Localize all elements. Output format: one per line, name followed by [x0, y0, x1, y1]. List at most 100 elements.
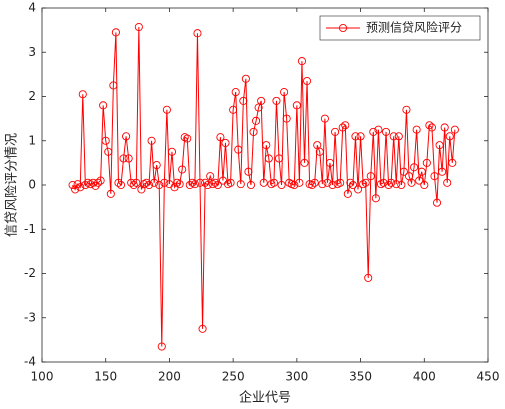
- y-tick-label: 3: [28, 45, 36, 59]
- point-marker: [249, 127, 258, 136]
- y-tick-label: -4: [24, 355, 36, 369]
- point-marker: [412, 125, 421, 134]
- point-marker: [290, 180, 299, 190]
- point-marker: [99, 101, 108, 110]
- point-marker: [211, 178, 220, 187]
- point-marker: [371, 194, 380, 203]
- point-marker: [244, 167, 253, 176]
- point-marker: [193, 29, 202, 38]
- y-tick-label: 2: [28, 89, 36, 103]
- point-marker: [96, 176, 105, 185]
- point-marker: [292, 101, 301, 110]
- point-marker: [236, 180, 245, 189]
- point-marker: [397, 180, 406, 190]
- point-marker: [152, 161, 161, 170]
- point-marker: [280, 88, 289, 97]
- point-marker: [76, 183, 85, 192]
- point-marker: [353, 185, 363, 194]
- point-marker: [348, 180, 357, 190]
- y-tick-label: 0: [28, 178, 36, 192]
- point-marker: [318, 180, 327, 189]
- legend-marker: [338, 23, 348, 33]
- point-marker: [106, 189, 115, 198]
- y-tick-label: 4: [28, 1, 36, 15]
- point-marker: [252, 116, 261, 125]
- point-marker: [308, 180, 317, 190]
- plot-frame: [41, 7, 489, 363]
- point-marker: [445, 132, 454, 141]
- point-marker: [364, 273, 373, 282]
- x-tick-label: 200: [158, 370, 181, 384]
- point-marker: [341, 121, 350, 130]
- point-marker: [203, 180, 212, 190]
- point-marker: [241, 74, 250, 83]
- point-marker: [274, 154, 284, 163]
- point-marker: [432, 198, 442, 207]
- point-marker: [216, 133, 225, 142]
- point-marker: [361, 178, 370, 187]
- point-marker: [315, 147, 324, 156]
- point-marker: [134, 22, 143, 32]
- point-marker: [369, 127, 378, 136]
- point-marker: [320, 114, 329, 123]
- point-marker: [201, 178, 210, 187]
- point-marker: [246, 180, 256, 190]
- point-marker: [417, 167, 426, 176]
- point-marker: [147, 136, 156, 145]
- point-marker: [448, 158, 457, 167]
- point-marker: [384, 180, 393, 190]
- point-marker: [402, 105, 411, 114]
- point-marker: [415, 176, 424, 185]
- point-marker: [387, 178, 396, 187]
- point-marker: [346, 178, 355, 187]
- point-marker: [78, 90, 87, 99]
- point-marker: [198, 324, 207, 333]
- point-marker: [351, 132, 360, 141]
- point-marker: [343, 189, 352, 198]
- point-marker: [101, 136, 110, 145]
- point-marker: [303, 76, 312, 86]
- point-marker: [392, 180, 401, 189]
- point-marker: [338, 123, 347, 132]
- point-marker: [394, 132, 403, 141]
- point-marker: [328, 180, 337, 190]
- point-marker: [427, 123, 436, 132]
- point-marker: [450, 125, 459, 134]
- y-axis-label: 信贷风险评分情况: [5, 133, 20, 237]
- point-marker: [440, 123, 449, 132]
- point-marker: [160, 178, 169, 187]
- point-marker: [239, 96, 248, 105]
- point-marker: [109, 81, 118, 90]
- x-tick-label: 100: [31, 370, 54, 384]
- point-marker: [262, 141, 271, 150]
- point-marker: [104, 147, 113, 156]
- point-marker: [195, 178, 205, 187]
- y-tick-label: -1: [24, 222, 36, 236]
- point-marker: [155, 180, 164, 190]
- point-marker: [137, 185, 146, 194]
- x-tick-label: 350: [349, 370, 372, 384]
- point-marker: [259, 178, 268, 187]
- point-marker: [157, 342, 166, 351]
- point-marker: [119, 154, 128, 163]
- point-marker: [94, 178, 103, 187]
- point-marker: [435, 141, 444, 150]
- point-marker: [407, 178, 416, 187]
- point-marker: [282, 114, 291, 123]
- point-marker: [264, 154, 273, 163]
- point-marker: [382, 127, 391, 136]
- point-marker: [356, 132, 365, 141]
- point-marker: [132, 178, 141, 187]
- point-marker: [81, 180, 90, 190]
- point-marker: [295, 178, 304, 187]
- point-marker: [185, 180, 194, 190]
- x-tick-label: 250: [222, 370, 245, 384]
- point-marker: [229, 105, 238, 114]
- y-tick-label: 1: [28, 133, 36, 147]
- point-marker: [425, 121, 434, 130]
- point-marker: [114, 178, 123, 187]
- point-marker: [116, 180, 126, 190]
- point-marker: [167, 147, 177, 156]
- point-marker: [443, 178, 452, 187]
